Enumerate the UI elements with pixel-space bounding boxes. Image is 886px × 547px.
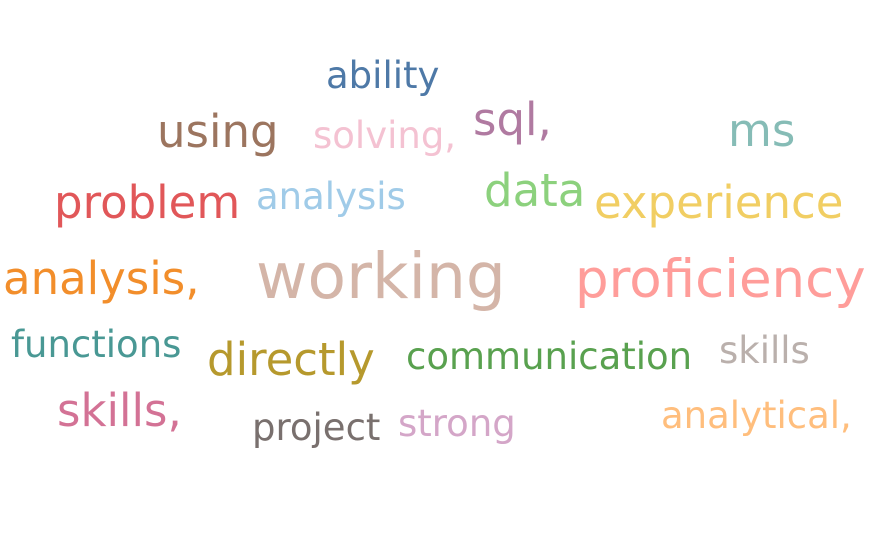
word-ms: ms bbox=[728, 104, 796, 157]
word-working: working bbox=[256, 240, 506, 313]
word-using: using bbox=[157, 105, 279, 158]
word-communication: communication bbox=[406, 335, 693, 378]
word-proficiency: proficiency bbox=[575, 249, 866, 310]
word-solving: solving, bbox=[313, 114, 457, 157]
word-experience: experience bbox=[594, 176, 844, 229]
word-problem: problem bbox=[54, 176, 241, 229]
word-project: project bbox=[252, 406, 381, 449]
word-directly: directly bbox=[207, 333, 375, 386]
word-ability: ability bbox=[326, 54, 440, 97]
word-data: data bbox=[484, 164, 586, 217]
word-sql: sql, bbox=[473, 93, 552, 146]
word-strong: strong bbox=[398, 402, 516, 445]
word-analytical: analytical, bbox=[661, 394, 852, 437]
word-functions: functions bbox=[11, 323, 182, 366]
word-skills: skills bbox=[719, 329, 810, 372]
word-analysis-comma: analysis, bbox=[3, 252, 200, 305]
word-analysis: analysis bbox=[256, 175, 406, 218]
word-skills-comma: skills, bbox=[57, 384, 182, 437]
